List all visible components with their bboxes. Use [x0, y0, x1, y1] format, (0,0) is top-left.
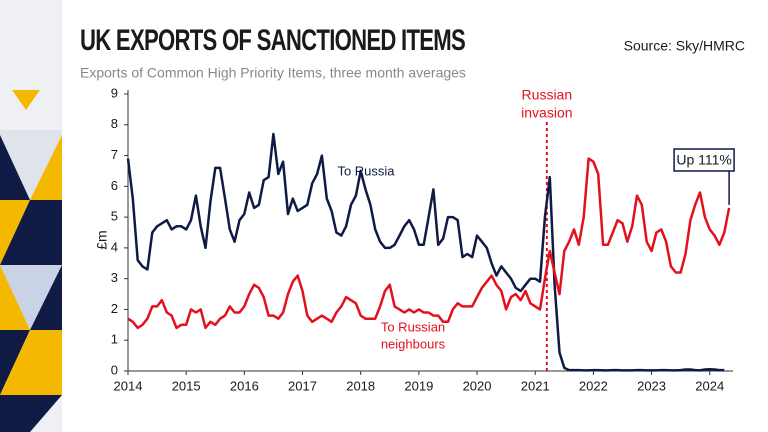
source: Source: Sky/HMRC — [624, 38, 745, 54]
x-tick-label: 2019 — [404, 378, 433, 393]
subtitle: Exports of Common High Priority Items, t… — [80, 65, 466, 81]
callout-box — [673, 148, 735, 172]
line-series — [126, 132, 725, 372]
triangle — [30, 135, 62, 200]
x-tick-label: 2014 — [114, 378, 143, 393]
x-tick-label: 2022 — [579, 378, 608, 393]
line-series — [127, 157, 731, 330]
triangle — [0, 135, 30, 200]
callout-text: Up 111% — [676, 152, 732, 168]
decoration — [0, 0, 62, 432]
series-label: To Russia — [337, 163, 395, 178]
event-label: invasion — [521, 105, 572, 121]
series-label: To Russian — [381, 319, 445, 334]
y-tick-label: 5 — [111, 209, 118, 224]
triangle — [0, 265, 30, 330]
x-tick-label: 2018 — [346, 378, 375, 393]
y-tick-label: 1 — [111, 332, 118, 347]
x-tick-label: 2016 — [230, 378, 259, 393]
series-label: neighbours — [381, 336, 446, 351]
x-tick-label: 2023 — [637, 378, 666, 393]
x-tick-label: 2017 — [288, 378, 317, 393]
y-tick-label: 7 — [111, 147, 118, 162]
y-tick-label: 0 — [111, 362, 118, 377]
triangle — [12, 90, 40, 110]
triangle — [0, 200, 62, 265]
x-tick-label: 2020 — [463, 378, 492, 393]
chart-title: UK EXPORTS OF SANCTIONED ITEMS — [80, 24, 465, 57]
x-tick-label: 2015 — [172, 378, 201, 393]
triangle — [0, 330, 62, 395]
event-label: Russian — [522, 87, 573, 103]
y-tick-label: 9 — [111, 85, 118, 100]
x-tick-label: 2024 — [695, 378, 724, 393]
x-tick-label: 2021 — [521, 378, 550, 393]
y-tick-label: 2 — [111, 301, 118, 316]
y-tick-label: 8 — [111, 116, 118, 131]
triangle — [30, 265, 62, 330]
triangle — [0, 395, 62, 432]
y-axis-label: £m — [94, 230, 110, 249]
y-tick-label: 3 — [111, 270, 118, 285]
y-tick-label: 4 — [111, 239, 118, 254]
triangle — [0, 265, 62, 330]
y-tick-label: 6 — [111, 178, 118, 193]
